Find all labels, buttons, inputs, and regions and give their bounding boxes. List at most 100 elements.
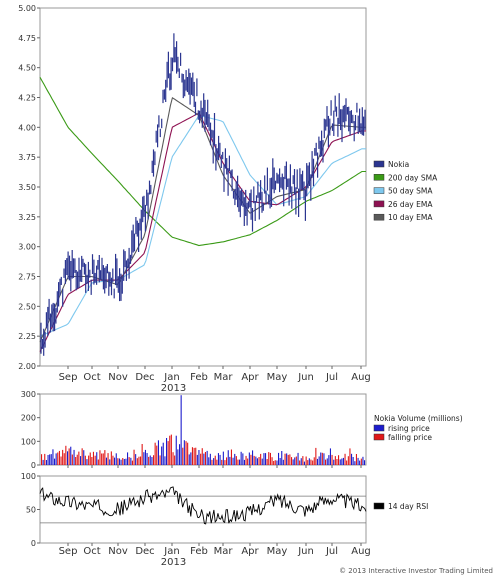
volume-bar (268, 452, 270, 465)
price-x-tick-label: May (267, 372, 288, 383)
volume-bar (149, 455, 151, 465)
rsi-x-tick-label: Apr (241, 546, 259, 557)
volume-bar (136, 458, 138, 465)
volume-bar (47, 455, 49, 465)
volume-bar (49, 454, 51, 465)
rsi-x-tick-label: Nov (108, 546, 128, 557)
volume-bar (310, 459, 312, 465)
volume-bar (274, 460, 276, 465)
price-x-tick-label: Feb (190, 372, 208, 383)
volume-bar (323, 453, 325, 465)
volume-bar (188, 454, 190, 465)
volume-frame (39, 393, 367, 466)
volume-bar (159, 455, 161, 465)
volume-bar (191, 447, 193, 465)
volume-bar (217, 453, 219, 465)
price-y-tick-label: 5.00 (18, 4, 36, 13)
volume-bar (193, 447, 195, 465)
price-legend: Nokia 200 day SMA 50 day SMA 26 day EMA 10 d… (373, 160, 438, 222)
volume-bar (360, 458, 362, 465)
volume-bar (114, 457, 116, 465)
volume-bar (260, 453, 262, 465)
rsi-x-tick-label: Mar (214, 546, 234, 557)
volume-bar (286, 453, 288, 465)
price-y-tick-label: 2.50 (18, 302, 36, 311)
volume-bar (196, 454, 198, 465)
volume-bar (101, 453, 103, 465)
volume-bar (349, 448, 351, 465)
volume-bar (329, 448, 331, 465)
volume-bar (305, 456, 307, 465)
volume-bar (172, 452, 174, 465)
price-y-tick-label: 3.25 (18, 213, 36, 222)
volume-bar (44, 453, 46, 465)
price-x-tick-label: Jan (163, 372, 179, 383)
volume-bar (120, 459, 122, 465)
volume-bar (333, 459, 335, 465)
volume-bar (102, 453, 104, 465)
volume-bar (169, 435, 171, 465)
price-y-tick-label: 4.50 (18, 64, 36, 73)
volume-bar (222, 451, 224, 465)
series-line-200-day-sma (39, 76, 366, 247)
price-x-tick-label: Oct (83, 372, 100, 383)
volume-bar (307, 460, 309, 465)
rsi-x-tick-label: Aug (351, 546, 371, 557)
price-panel: 5.00 4.75 4.50 4.25 4.00 3.75 3.50 3.25 3.00 2.75… (18, 4, 438, 394)
volume-bar (67, 451, 69, 465)
volume-bar (84, 455, 86, 465)
volume-bar (266, 459, 268, 465)
price-y-tick-label: 2.00 (18, 362, 36, 371)
volume-bar (265, 453, 267, 465)
volume-bar (161, 446, 163, 465)
legend-swatch (373, 433, 385, 441)
volume-bar (297, 452, 299, 465)
volume-bar (338, 455, 340, 465)
volume-bar (105, 457, 107, 465)
volume-bar (331, 454, 333, 465)
nokia-price-bars (40, 33, 366, 356)
volume-bar (187, 442, 189, 465)
volume-bar (273, 461, 275, 465)
volume-bar (157, 440, 159, 465)
volume-bar (263, 453, 265, 465)
legend-swatch (373, 174, 385, 181)
volume-bar (313, 457, 315, 465)
volume-bar (224, 460, 226, 465)
price-y-tick-label: 3.75 (18, 153, 36, 162)
volume-bar (60, 456, 62, 465)
volume-bar (291, 457, 293, 465)
volume-bar (115, 453, 117, 465)
volume-bar (256, 458, 258, 465)
volume-bar (162, 442, 164, 465)
volume-bar (362, 456, 364, 465)
volume-y-tick-label: 100 (21, 437, 36, 446)
rsi-x-tick-label: Jul (325, 546, 338, 557)
volume-bar (325, 459, 327, 465)
volume-bar (203, 453, 205, 465)
volume-bar (308, 458, 310, 465)
volume-bar (41, 454, 43, 465)
volume-bar (271, 457, 273, 465)
volume-bar (248, 452, 250, 465)
volume-bar (76, 454, 78, 465)
volume-bar (78, 451, 80, 465)
volume-bar (167, 441, 169, 465)
volume-bar (321, 452, 323, 465)
volume-bars (41, 395, 366, 465)
volume-bar (250, 454, 252, 465)
volume-bar (50, 454, 52, 465)
price-y-tick-label: 3.50 (18, 183, 36, 192)
volume-bar (208, 457, 210, 465)
volume-bar (243, 459, 245, 465)
rsi-line (39, 486, 367, 525)
rsi-y-tick-label: 100 (21, 472, 36, 481)
volume-bar (235, 456, 237, 465)
volume-bar (219, 454, 221, 465)
volume-bar (281, 451, 283, 465)
volume-bar (88, 455, 90, 465)
volume-bar (211, 459, 213, 465)
volume-y-tick-label: 0 (31, 461, 36, 470)
volume-bar (242, 453, 244, 465)
